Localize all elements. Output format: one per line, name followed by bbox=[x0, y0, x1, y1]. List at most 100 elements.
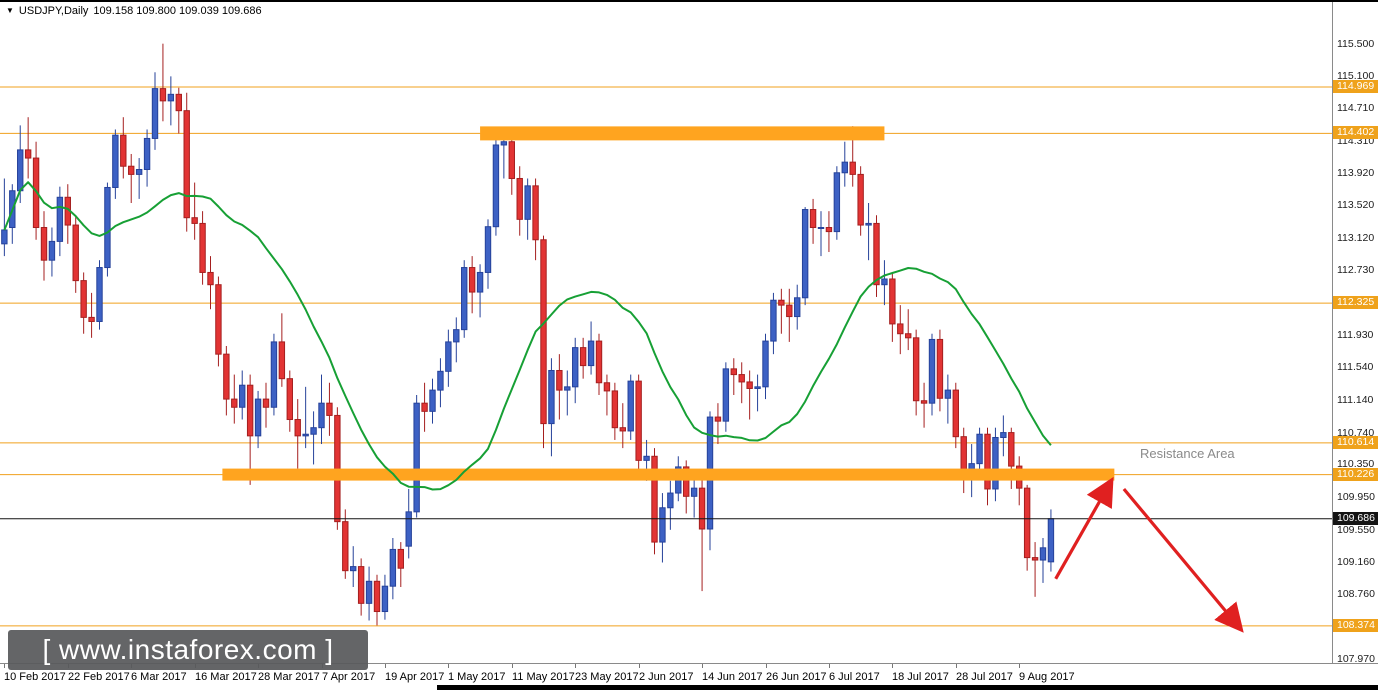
date-label: 26 Jun 2017 bbox=[766, 671, 827, 683]
bottom-black-strip bbox=[437, 685, 1378, 690]
price-tick-label: 110.740 bbox=[1337, 426, 1375, 439]
chart-plot-area[interactable]: ▼ USDJPY,Daily 109.158 109.800 109.039 1… bbox=[0, 2, 1332, 670]
date-tick-mark bbox=[639, 664, 640, 668]
candle-body bbox=[112, 134, 119, 188]
candle-body bbox=[239, 384, 246, 408]
candle-body bbox=[897, 323, 904, 335]
candle-body bbox=[72, 224, 79, 282]
candle-body bbox=[912, 337, 920, 402]
date-tick-mark bbox=[829, 664, 830, 668]
candle-body bbox=[683, 466, 690, 497]
date-label: 18 Jul 2017 bbox=[892, 671, 949, 683]
price-tick-label: 113.120 bbox=[1337, 232, 1375, 245]
level-price-label: 110.614 bbox=[1333, 435, 1378, 449]
candle-body bbox=[1008, 432, 1015, 467]
candle-body bbox=[286, 378, 293, 421]
current-price-label: 109.686 bbox=[1333, 511, 1378, 525]
candle-body bbox=[468, 267, 476, 293]
resistance-zone-bar[interactable] bbox=[222, 468, 1115, 481]
drop-down-arrow[interactable] bbox=[1122, 487, 1244, 633]
level-price-label: 114.402 bbox=[1333, 126, 1378, 140]
candle-body bbox=[603, 382, 611, 392]
candle-body bbox=[334, 414, 341, 523]
candle-body bbox=[453, 329, 460, 343]
price-tick-label: 109.950 bbox=[1337, 491, 1375, 504]
price-tick-label: 113.920 bbox=[1337, 166, 1375, 179]
candle-body bbox=[120, 134, 127, 167]
candle-body bbox=[849, 161, 856, 175]
date-tick-mark bbox=[4, 664, 5, 668]
candle-body bbox=[476, 271, 484, 293]
candle-body bbox=[992, 436, 999, 490]
candle-body bbox=[231, 398, 238, 408]
level-price-label: 110.226 bbox=[1333, 467, 1378, 481]
candlestick-chart[interactable] bbox=[0, 2, 1332, 663]
price-tick-label: 115.100 bbox=[1337, 70, 1375, 83]
candle-body bbox=[532, 185, 539, 241]
candle-body bbox=[381, 585, 389, 613]
candle-body bbox=[873, 222, 880, 286]
candle-body bbox=[1047, 518, 1055, 563]
candle-body bbox=[207, 271, 214, 286]
date-tick-mark bbox=[702, 664, 703, 668]
price-tick-label: 108.760 bbox=[1337, 588, 1375, 601]
candle-body bbox=[770, 299, 777, 342]
candle-body bbox=[722, 368, 730, 422]
candle-body bbox=[564, 386, 571, 391]
candle-body bbox=[833, 172, 841, 233]
candle-body bbox=[746, 381, 753, 389]
symbol-ohlc-header: ▼ USDJPY,Daily 109.158 109.800 109.039 1… bbox=[6, 5, 262, 17]
candle-body bbox=[437, 370, 444, 391]
candle-body bbox=[698, 487, 706, 530]
candle-body bbox=[690, 487, 698, 497]
price-tick-label: 115.500 bbox=[1337, 37, 1375, 50]
candle-body bbox=[357, 566, 365, 604]
candle-body bbox=[88, 316, 95, 322]
level-price-label: 112.325 bbox=[1333, 296, 1378, 310]
candle-body bbox=[920, 400, 928, 404]
candle-body bbox=[881, 278, 888, 286]
date-label: 1 May 2017 bbox=[448, 671, 506, 683]
price-tick-label: 111.540 bbox=[1337, 361, 1374, 374]
candle-body bbox=[889, 278, 896, 325]
price-axis[interactable]: 115.500 115.100 114.710 114.310 113.920 113.5… bbox=[1332, 2, 1378, 665]
candle-body bbox=[159, 88, 167, 102]
candle-body bbox=[429, 389, 436, 412]
candle-body bbox=[484, 226, 492, 273]
candle-body bbox=[413, 402, 420, 513]
candle-body bbox=[1039, 547, 1047, 561]
candle-body bbox=[397, 548, 404, 569]
candle-body bbox=[905, 333, 912, 339]
candle-body bbox=[841, 161, 848, 174]
candle-body bbox=[556, 369, 563, 391]
candle-body bbox=[24, 149, 32, 159]
candle-body bbox=[254, 398, 262, 437]
candle-body bbox=[461, 267, 468, 331]
date-label: 6 Jul 2017 bbox=[829, 671, 880, 683]
candle-body bbox=[572, 347, 579, 388]
candle-body bbox=[96, 267, 103, 322]
date-tick-mark bbox=[1019, 664, 1020, 668]
candle-body bbox=[183, 110, 190, 219]
candle-body bbox=[786, 304, 793, 318]
resistance-zone-bar[interactable] bbox=[480, 126, 885, 141]
candle-body bbox=[310, 427, 317, 435]
candle-body bbox=[627, 380, 634, 432]
bounce-up-arrow[interactable] bbox=[1054, 476, 1114, 580]
candle-body bbox=[80, 280, 87, 318]
date-label: 28 Jul 2017 bbox=[956, 671, 1013, 683]
date-label: 23 May 2017 bbox=[575, 671, 639, 683]
candle-body bbox=[928, 338, 936, 404]
date-label: 9 Aug 2017 bbox=[1019, 671, 1075, 683]
candle-body bbox=[778, 299, 785, 306]
price-tick-label: 109.160 bbox=[1337, 555, 1375, 568]
date-label: 10 Feb 2017 bbox=[4, 671, 66, 683]
candle-body bbox=[104, 186, 111, 269]
candle-body bbox=[246, 384, 254, 437]
candle-body bbox=[492, 144, 500, 228]
candle-body bbox=[524, 185, 531, 220]
price-tick-label: 113.520 bbox=[1337, 199, 1375, 212]
candle-body bbox=[817, 227, 825, 230]
chevron-down-icon[interactable]: ▼ bbox=[6, 6, 14, 15]
